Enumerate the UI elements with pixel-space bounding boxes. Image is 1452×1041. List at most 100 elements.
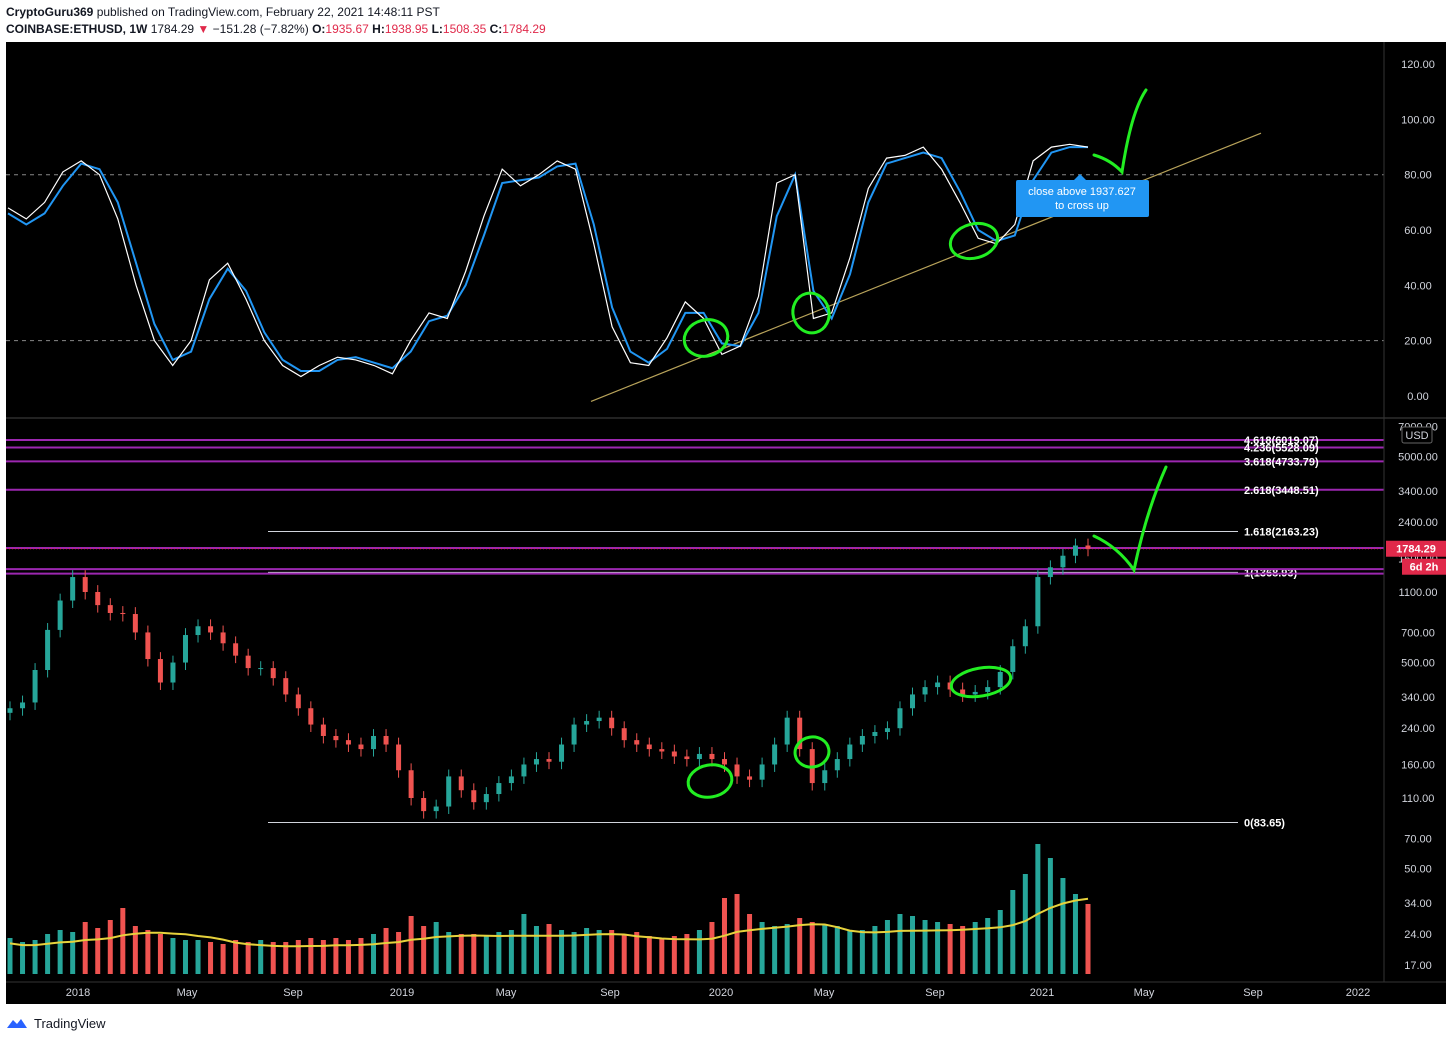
candle-body: [960, 689, 966, 695]
candle-body: [496, 783, 502, 795]
volume-bar: [446, 932, 452, 974]
candle-body: [32, 669, 38, 703]
candle-body: [508, 776, 514, 784]
candle-body: [546, 759, 552, 762]
volume-bar: [508, 930, 514, 974]
fib-label: 2.618(3448.51): [1244, 485, 1319, 497]
annotation-circle: [793, 735, 831, 769]
volume-bar: [747, 914, 753, 974]
volume-bar: [132, 926, 138, 974]
osc-tick-label: 120.00: [1401, 59, 1435, 71]
candle-body: [70, 577, 76, 601]
time-axis: 2018 May Sep 2019 May Sep 2020 May Sep 2021 May Sep…: [6, 981, 1446, 999]
volume-bar: [20, 942, 26, 974]
candle-body: [258, 668, 264, 670]
volume-bar: [1035, 844, 1041, 974]
stoch-rsi-axis: 120.00 100.00 80.00 60.00 40.00 20.00 0.00: [1401, 59, 1435, 403]
volume-bar: [521, 914, 527, 974]
candle-body: [408, 770, 414, 798]
candle-body: [559, 744, 565, 762]
volume-bar: [1072, 894, 1078, 974]
candle-body: [859, 735, 865, 745]
volume-bar: [734, 894, 740, 974]
time-tick-label: 2018: [66, 987, 90, 999]
candle-body: [759, 764, 765, 780]
price-tick-label: 340.00: [1401, 692, 1435, 704]
candle-body: [421, 798, 427, 812]
candle-body: [910, 694, 916, 709]
candle-body: [345, 740, 351, 745]
candle-body: [283, 678, 289, 695]
chart-canvas[interactable]: close above 1937.627 to cross up 120.00 10…: [6, 42, 1446, 1004]
volume-bar: [634, 932, 640, 974]
volume-bar: [345, 940, 351, 974]
volume-bar: [170, 938, 176, 974]
volume-bar: [458, 934, 464, 974]
stoch-rsi-pane[interactable]: close above 1937.627 to cross up: [6, 88, 1384, 402]
volume-bar: [997, 910, 1003, 974]
volume-bar: [483, 936, 489, 974]
volume-bar: [145, 930, 151, 974]
price-tick-label: 70.00: [1404, 833, 1432, 845]
countdown-badge: [1402, 558, 1446, 575]
annotation-circle: [948, 221, 1000, 261]
fib-label: 0(83.65): [1244, 817, 1285, 829]
candle-body: [295, 694, 301, 709]
price-tick-label: 24.00: [1404, 929, 1432, 941]
volume-bar: [533, 926, 539, 974]
volume-bar: [609, 930, 615, 974]
volume-bar: [308, 938, 314, 974]
volume-bar: [847, 930, 853, 974]
author-name[interactable]: CryptoGuru369: [6, 5, 94, 19]
volume-bar: [960, 926, 966, 974]
chart-frame[interactable]: close above 1937.627 to cross up 120.00 10…: [6, 42, 1446, 1004]
volume-bar: [383, 928, 389, 974]
volume-bar: [784, 924, 790, 974]
interval: 1W: [129, 22, 148, 36]
candle-body: [972, 691, 978, 695]
down-arrow-icon: ▼: [197, 22, 210, 36]
annotation-checkmark: [1092, 465, 1168, 574]
time-tick-label: May: [1134, 987, 1155, 999]
candle-body: [872, 732, 878, 736]
fib-label: 4.236(5528.09): [1244, 443, 1319, 455]
price-pane[interactable]: 4.618(6019.07)4.236(5528.09)3.618(4733.7…: [6, 435, 1384, 830]
price-tick-label: 110.00: [1402, 793, 1435, 805]
volume-bar: [684, 934, 690, 974]
candle-body: [471, 790, 477, 803]
symbol-name[interactable]: COINBASE:ETHUSD: [6, 22, 123, 36]
volume-bar: [859, 930, 865, 974]
volume-bar: [107, 920, 113, 974]
time-tick-label: 2020: [709, 987, 733, 999]
volume-bar: [182, 940, 188, 974]
volume-bar: [834, 926, 840, 974]
candle-body: [521, 764, 527, 777]
candle-body: [208, 626, 214, 633]
price-tick-label: 160.00: [1401, 759, 1435, 771]
volume-bar: [910, 916, 916, 974]
candle-body: [646, 744, 652, 750]
volume-bar: [245, 942, 251, 974]
annotation-circle: [791, 291, 831, 335]
candle-body: [847, 744, 853, 760]
publish-line: CryptoGuru369 published on TradingView.c…: [6, 5, 440, 19]
candle-body: [245, 655, 251, 669]
low-value: 1508.35: [442, 22, 487, 36]
callout-pointer: [1074, 174, 1086, 180]
price-tick-label: 500.00: [1401, 658, 1435, 670]
volume-bar: [233, 940, 239, 974]
candle-body: [157, 659, 163, 683]
brand-name[interactable]: TradingView: [34, 1015, 106, 1031]
candle-body: [533, 759, 539, 765]
price-tick-label: 700.00: [1401, 627, 1435, 639]
volume-bar: [120, 908, 126, 974]
volume-bar: [396, 932, 402, 974]
candle-body: [195, 626, 201, 636]
volume-bar: [471, 934, 477, 974]
volume-bar: [571, 932, 577, 974]
candle-body: [884, 728, 890, 733]
candle-body: [922, 687, 928, 695]
annotation-circle: [949, 665, 1013, 699]
candle-body: [145, 632, 151, 660]
currency-box: [1401, 426, 1433, 444]
